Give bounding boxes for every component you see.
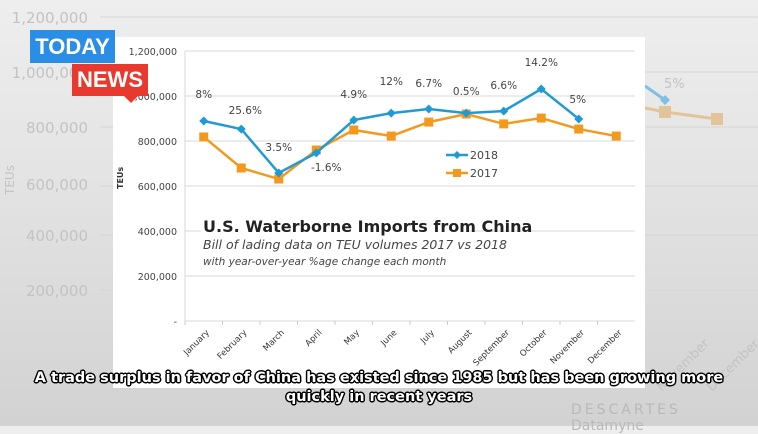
data-point-2017-february [236,163,246,173]
data-point-2018-november [574,114,584,124]
yoy-change-label-january: 8% [195,89,212,101]
y-tick-label: 1,200,000 [129,47,177,58]
data-point-2017-june [386,131,396,141]
data-point-2018-may [349,115,359,125]
y-tick-label: 600,000 [138,182,177,193]
yoy-change-label-april: -1.6% [311,162,341,174]
data-point-2017-october [536,113,546,123]
yoy-change-label-november: 5% [569,94,586,106]
data-point-2018-april [311,148,321,158]
legend: 2018 2017 [446,149,498,180]
yoy-change-label-august: 0.5% [453,86,480,98]
data-point-2018-august [461,108,471,118]
x-tick-label-august: August [446,328,475,357]
x-tick-label-march: March [261,328,286,353]
x-tick-label-january: January [181,328,212,359]
y-axis-title: TEUs [116,167,125,189]
y-tick-label: 800,000 [138,137,177,148]
data-point-2018-january [199,116,209,126]
x-tick-label-september: September [472,328,513,369]
bg-y-label-400000: 400,000 [26,227,88,245]
bg-y-label-1200000: 1,200,000 [12,9,88,27]
yoy-change-label-september: 6.6% [490,80,517,92]
x-tick-label-may: May [342,328,362,348]
chart-panel: - 200,000 400,000 600,000 800,000 1,000,000 1,… [113,37,645,388]
line-chart: - 200,000 400,000 600,000 800,000 1,000,000 1,… [116,47,635,369]
data-point-2017-march [274,174,284,184]
watermark-product: Datamyne [571,418,644,434]
y-tick-label: - [174,317,177,328]
x-tick-label-november: November [549,328,588,367]
chart-subtitle-2: with year-over-year %age change each mon… [203,256,446,268]
x-tick-label-july: July [418,328,437,347]
yoy-change-label-october: 14.2% [525,57,558,69]
legend-label-2017: 2017 [470,167,498,180]
series-line-2018 [203,87,580,175]
data-point-2017-december [611,131,621,141]
data-point-2017-january [199,132,209,142]
caption-line-1: A trade surplus in favor of China has ex… [34,370,724,386]
yoy-change-label-july: 6.7% [415,78,442,90]
yoy-change-label-march: 3.5% [265,142,292,154]
data-point-2018-june [386,108,396,118]
x-tick-label-december: December [586,328,625,367]
y-tick-label: 1,000,000 [129,92,177,103]
yoy-change-label-june: 12% [380,76,403,88]
x-tick-label-february: February [216,328,250,362]
data-point-2017-november [574,124,584,134]
descartes-datamyne-watermark: DESCARTES Datamyne [571,402,758,434]
bg-line-2017 [644,106,718,121]
bg-y-label-200000: 200,000 [26,282,88,300]
data-point-2018-february [236,124,246,134]
today-badge: TODAY [30,30,115,63]
data-point-2018-march [274,168,284,178]
bg-y-label-1000000: 1,000,000 [12,64,88,82]
yoy-change-label-may: 4.9% [340,89,367,101]
news-badge: NEWS [72,64,148,96]
data-point-2018-september [499,106,509,116]
legend-label-2018: 2018 [470,149,498,162]
y-tick-label: 200,000 [138,272,177,283]
x-tick-label-april: April [304,328,325,349]
chart-subtitle: Bill of lading data on TEU volumes 2017 … [203,237,507,252]
bg-y-label-800000: 800,000 [26,119,88,137]
news-badge-pointer [124,96,138,103]
data-point-2017-july [424,117,434,127]
legend-marker-2018 [453,151,461,159]
bg-marker-2018 [660,95,670,105]
caption-line-2: quickly in recent years [285,389,473,405]
x-tick-label-october: October [518,328,549,359]
chart-title: U.S. Waterborne Imports from China [203,217,532,236]
watermark-brand: DESCARTES [571,402,681,418]
bg-marker-2017 [659,106,671,118]
bg-y-axis-title: TEUs [3,165,17,196]
y-tick-label: 400,000 [138,227,177,238]
data-point-2018-july [424,104,434,114]
data-point-2017-september [499,119,509,129]
data-point-2018-october [536,84,546,94]
series-line-2017 [202,112,617,181]
bg-y-label-600000: 600,000 [26,176,88,194]
bg-annotation: 5% [664,77,685,92]
legend-marker-2017 [453,169,461,177]
bg-marker-2017 [711,113,723,125]
data-point-2017-may [349,125,359,135]
bg-line-2018 [644,84,666,102]
x-tick-label-june: June [379,328,400,349]
yoy-change-label-february: 25.6% [229,105,262,117]
